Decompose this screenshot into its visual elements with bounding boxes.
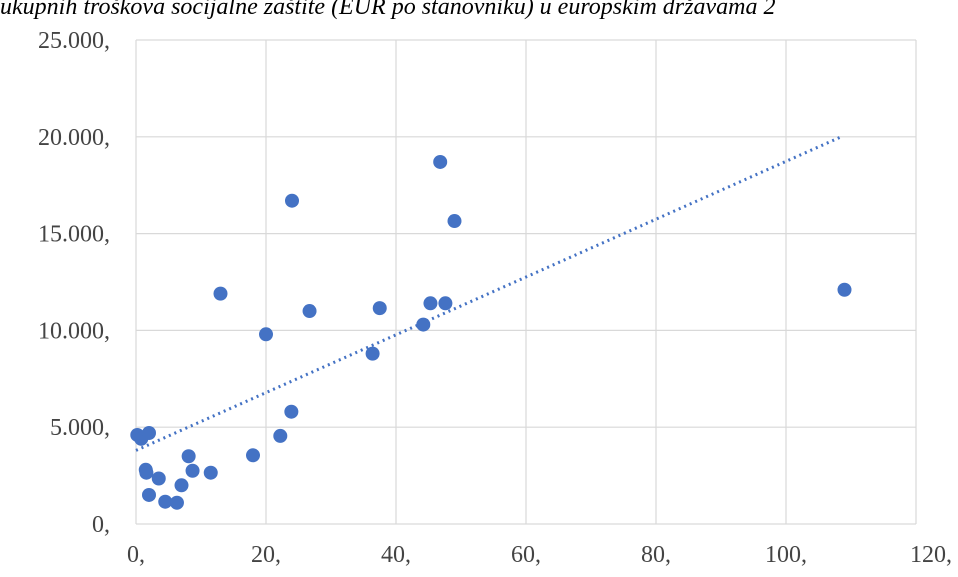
data-points	[130, 154, 852, 510]
data-point	[302, 304, 317, 319]
data-point	[416, 317, 431, 332]
data-point	[433, 154, 448, 169]
data-point	[447, 214, 462, 229]
x-tick-label: 120,	[910, 542, 952, 568]
data-point	[284, 404, 299, 419]
y-tick-label: 15.000,	[38, 222, 110, 248]
data-point	[423, 296, 438, 311]
chart-title: ukupnih troškova socijalne zaštite (EUR …	[0, 0, 775, 20]
y-tick-label: 20.000,	[38, 125, 110, 151]
y-tick-label: 0,	[92, 512, 110, 538]
x-tick-label: 60,	[511, 542, 541, 568]
data-point	[203, 465, 218, 480]
data-point	[837, 282, 852, 297]
data-point	[158, 494, 173, 509]
y-tick-label: 10.000,	[38, 318, 110, 344]
trendline-layer	[135, 135, 842, 452]
data-point	[185, 463, 200, 478]
axis-tick-labels: 0, 5.000, 10.000, 15.000, 20.000, 25.000, 0, 20…	[38, 28, 952, 568]
data-point	[372, 301, 387, 316]
x-tick-label: 80,	[641, 542, 671, 568]
data-point	[213, 286, 228, 301]
data-point	[151, 471, 166, 486]
x-tick-label: 20,	[251, 542, 281, 568]
data-point	[181, 449, 196, 464]
x-tick-label: 40,	[381, 542, 411, 568]
data-point	[246, 448, 260, 463]
y-tick-label: 5.000,	[50, 415, 110, 441]
data-point	[259, 327, 273, 342]
x-tick-label: 0,	[127, 542, 145, 568]
data-point	[365, 346, 380, 361]
x-tick-label: 100,	[765, 542, 807, 568]
data-point	[174, 478, 189, 493]
data-point	[285, 193, 299, 208]
data-point	[438, 296, 453, 311]
trendline	[135, 135, 842, 452]
data-point	[169, 495, 184, 510]
y-tick-label: 25.000,	[38, 28, 110, 54]
data-point	[139, 465, 154, 480]
data-point	[273, 428, 288, 443]
data-point	[142, 426, 156, 441]
data-point	[142, 487, 156, 502]
